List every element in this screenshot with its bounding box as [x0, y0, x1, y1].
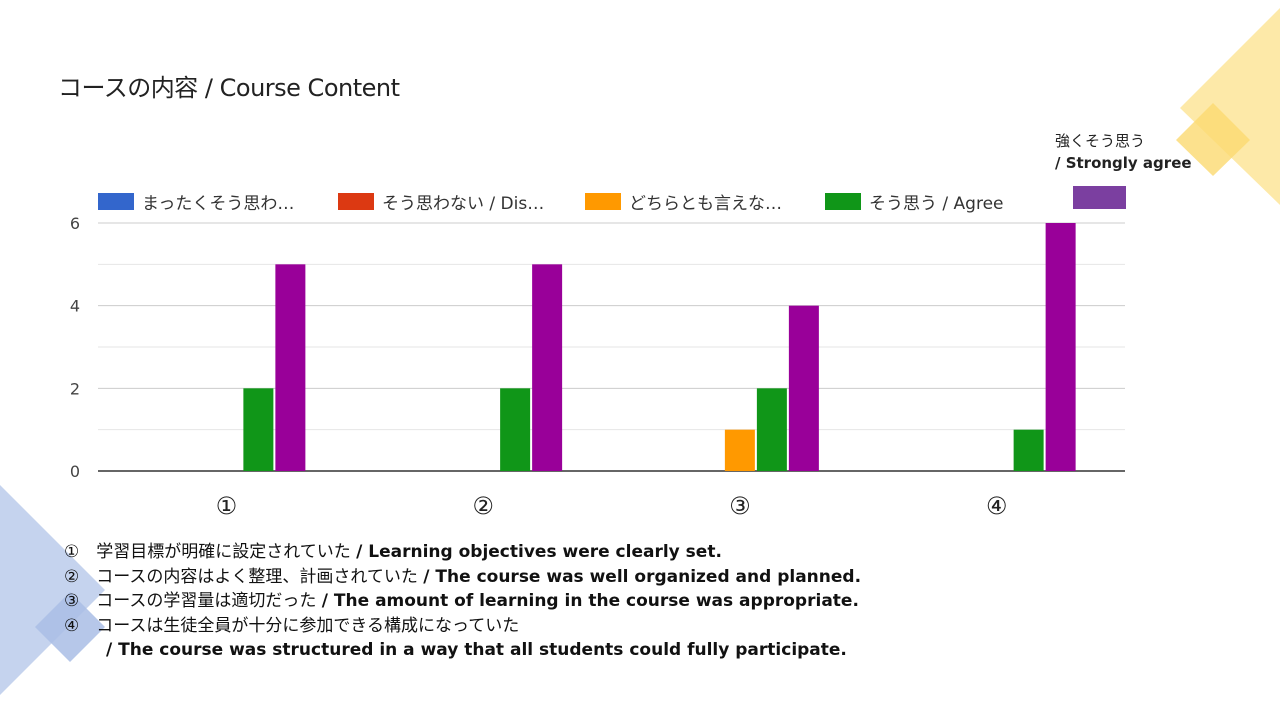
- note-jp: ③ コースの学習量は適切だった: [64, 591, 322, 611]
- yellow-diamond-small: [1176, 103, 1250, 176]
- bar: [756, 388, 787, 471]
- x-tick-label: ③: [729, 492, 751, 520]
- legend-label: そう思う / Agree: [869, 193, 1004, 214]
- note-item-3: ③ コースの学習量は適切だった / The amount of learning…: [64, 589, 861, 614]
- note-jp: ② コースの内容はよく整理、計画されていた: [64, 566, 424, 587]
- y-tick-label: 2: [70, 379, 80, 398]
- legend-strongly-agree-jp: 強くそう思う: [1055, 132, 1146, 150]
- y-tick-label: 4: [70, 297, 80, 316]
- note-item-2: ② コースの内容はよく整理、計画されていた / The course was w…: [64, 565, 861, 590]
- note-jp: ④ コースは生徒全員が十分に参加できる構成になっていた: [64, 615, 520, 636]
- note-en: / The amount of learning in the course w…: [321, 591, 859, 611]
- note-item-1: ① 学習目標が明確に設定されていた / Learning objectives …: [64, 540, 861, 565]
- legend-label: まったくそう思わ…: [142, 193, 295, 214]
- bar: [243, 388, 274, 471]
- blue-diamond-small: [35, 592, 105, 662]
- page-title: コースの内容 / Course Content: [58, 74, 400, 102]
- legend-swatch: [585, 192, 621, 210]
- y-tick-label: 6: [70, 214, 80, 233]
- yellow-diamond-large: [1180, 8, 1280, 205]
- legend-swatch-strongly-agree: [1073, 186, 1126, 209]
- x-tick-label: ②: [472, 492, 494, 520]
- legend-strongly-agree-en: / Strongly agree: [1055, 154, 1192, 172]
- note-item-4-continued: / The course was structured in a way tha…: [64, 638, 861, 663]
- bar: [1045, 223, 1076, 471]
- legend-label: そう思わない / Dis…: [382, 193, 545, 214]
- note-jp: ① 学習目標が明確に設定されていた: [64, 542, 357, 562]
- legend-label: どちらとも言えな…: [629, 193, 782, 214]
- y-tick-label: 0: [70, 462, 80, 481]
- note-en: / Learning objectives were clearly set.: [356, 542, 722, 562]
- blue-diamond-large: [0, 485, 105, 695]
- x-tick-label: ①: [216, 492, 238, 520]
- note-en: / The course was well organized and plan…: [423, 566, 862, 587]
- note-item-4: ④ コースは生徒全員が十分に参加できる構成になっていた: [64, 614, 861, 639]
- x-tick-label: ④: [986, 492, 1008, 520]
- bar: [532, 264, 563, 471]
- chart-legend: まったくそう思わ… そう思わない / Dis… どちらとも言えな… そう思う /…: [98, 189, 1004, 214]
- bar: [275, 264, 306, 471]
- legend-swatch: [825, 192, 861, 210]
- legend-swatch: [98, 192, 134, 210]
- legend-item-strongly-disagree: まったくそう思わ…: [98, 189, 338, 214]
- bar: [1013, 429, 1044, 471]
- question-notes: ① 学習目標が明確に設定されていた / Learning objectives …: [64, 540, 861, 663]
- bar: [724, 429, 755, 471]
- bar: [500, 388, 531, 471]
- bar: [788, 305, 819, 471]
- note-en: / The course was structured in a way tha…: [106, 640, 847, 660]
- legend-item-neutral: どちらとも言えな…: [585, 189, 825, 214]
- legend-item-disagree: そう思わない / Dis…: [338, 189, 585, 214]
- legend-item-agree: そう思う / Agree: [825, 189, 1004, 214]
- legend-swatch: [338, 192, 374, 210]
- legend-strongly-agree-label: 強くそう思う / Strongly agree: [1055, 130, 1192, 174]
